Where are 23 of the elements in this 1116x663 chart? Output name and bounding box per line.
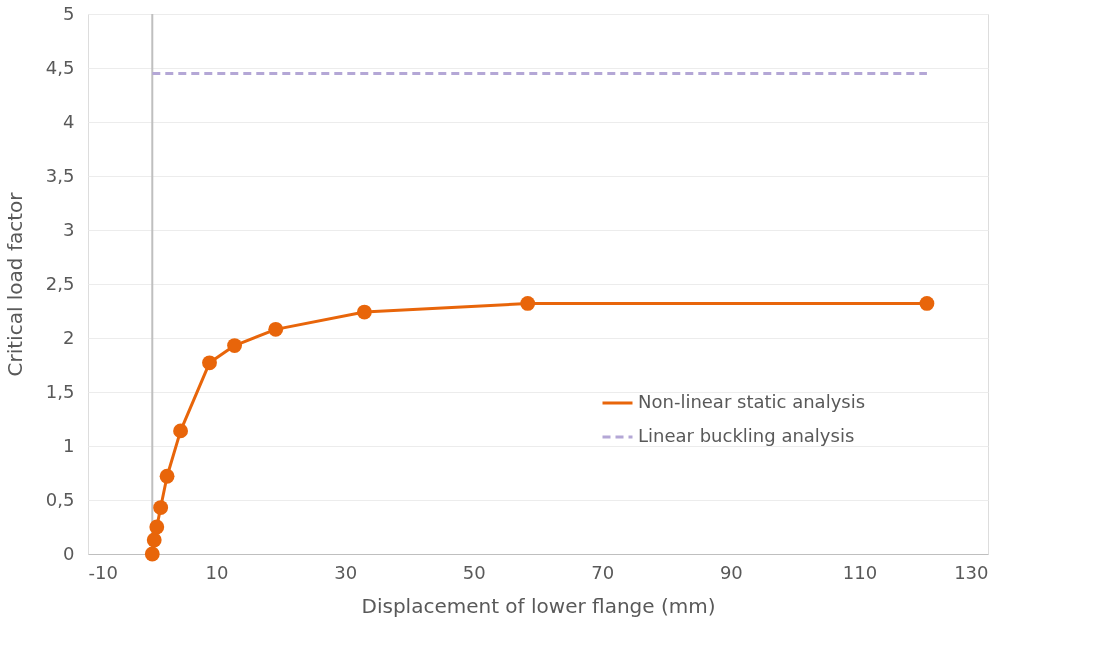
x-tick-label: 10	[205, 561, 229, 583]
y-tick-label: 1,5	[45, 380, 75, 402]
x-tick-label: 110	[842, 561, 878, 583]
x-tick-label: 130	[954, 561, 989, 583]
y-tick-label: 3,5	[45, 164, 75, 186]
x-tick-label: 30	[334, 561, 358, 583]
y-tick-label: 2,5	[45, 272, 75, 294]
y-tick-label: 3	[63, 218, 75, 240]
y-tick-label: 0	[63, 542, 75, 564]
x-tick-label: 50	[462, 561, 486, 583]
y-tick-label: 5	[63, 2, 75, 24]
legend-label: Non-linear static analysis	[638, 391, 866, 413]
y-tick-label: 4	[63, 110, 75, 132]
y-tick-label: 2	[63, 326, 75, 348]
x-tick-label: -10	[88, 561, 118, 583]
x-tick-label: 70	[591, 561, 615, 583]
x-tick-label: 90	[719, 561, 743, 583]
x-axis-title: Displacement of lower flange (mm)	[361, 593, 716, 618]
y-tick-label: 0,5	[45, 488, 75, 510]
y-tick-label: 1	[63, 434, 75, 456]
legend-label: Linear buckling analysis	[638, 425, 855, 447]
y-tick-label: 4,5	[45, 56, 75, 78]
y-axis-title: Critical load factor	[2, 191, 27, 377]
